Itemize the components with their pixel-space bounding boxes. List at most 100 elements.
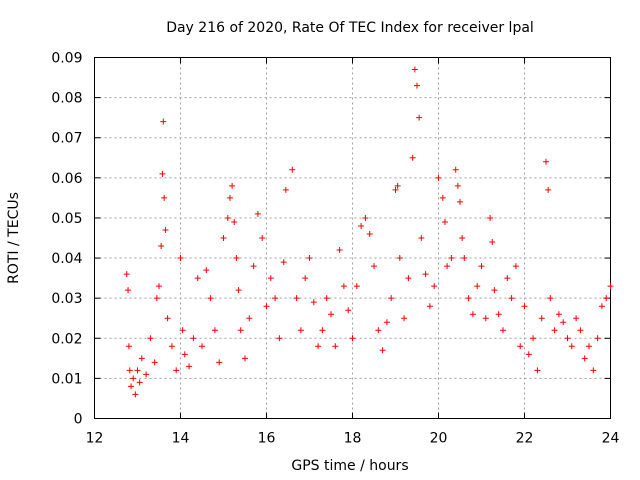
data-point: [156, 283, 162, 290]
data-point: [392, 186, 399, 193]
y-tick-label: 0.07: [51, 131, 82, 147]
data-point: [543, 158, 549, 165]
data-point: [254, 210, 261, 217]
data-point: [220, 235, 227, 241]
data-point: [586, 343, 592, 350]
y-tick-label: 0.06: [51, 171, 82, 187]
data-point: [159, 170, 166, 177]
y-tick-label: 0.09: [51, 51, 82, 67]
data-point: [418, 235, 425, 241]
data-point: [297, 327, 304, 334]
data-point: [126, 367, 133, 374]
data-point: [517, 343, 524, 350]
data-point: [207, 295, 214, 302]
data-point: [130, 375, 137, 382]
data-point: [439, 194, 446, 201]
data-point: [454, 182, 461, 189]
data-point: [371, 263, 377, 270]
data-point: [123, 271, 130, 278]
data-point: [525, 351, 532, 358]
data-point: [441, 218, 448, 225]
data-point: [323, 295, 330, 302]
data-point: [560, 319, 567, 326]
data-point: [293, 295, 300, 302]
data-point: [345, 307, 352, 314]
data-point: [340, 283, 347, 290]
data-point: [469, 311, 476, 318]
data-point: [143, 371, 150, 378]
data-point: [138, 355, 145, 362]
data-point: [168, 343, 175, 350]
data-point: [405, 275, 412, 282]
data-point: [276, 335, 283, 342]
data-point: [547, 295, 554, 302]
data-point: [306, 255, 313, 262]
data-point: [310, 299, 317, 306]
data-point: [521, 303, 528, 310]
data-point: [508, 295, 515, 302]
data-point: [246, 315, 253, 322]
data-point: [216, 359, 223, 366]
x-tick-labels: 12 14 16 18 20 22 24: [86, 431, 620, 447]
data-point: [229, 182, 236, 189]
data-point: [194, 275, 201, 282]
data-point: [366, 230, 373, 237]
data-point: [332, 343, 339, 350]
y-tick-label: 0.01: [51, 371, 82, 387]
data-point: [235, 287, 242, 294]
data-point: [237, 327, 244, 334]
data-point: [465, 295, 472, 302]
data-point: [353, 283, 360, 290]
data-point: [573, 315, 580, 322]
data-point: [512, 263, 519, 270]
data-point: [459, 235, 466, 241]
data-point: [153, 295, 160, 302]
data-point: [435, 174, 442, 181]
data-point: [448, 255, 455, 262]
data-point: [190, 335, 197, 342]
data-point: [280, 259, 287, 266]
data-point: [383, 319, 390, 326]
data-point: [538, 315, 545, 322]
data-point: [396, 255, 403, 262]
data-point: [478, 263, 485, 270]
data-point: [444, 263, 451, 270]
data-point: [128, 383, 135, 390]
chart-title: Day 216 of 2020, Rate Of TEC Index for r…: [166, 20, 534, 36]
data-point: [362, 214, 369, 221]
data-point: [302, 275, 309, 282]
data-point: [394, 182, 401, 189]
data-point: [125, 343, 132, 350]
data-point: [388, 295, 395, 302]
data-point: [282, 186, 289, 193]
data-point: [173, 367, 180, 374]
data-point: [607, 283, 614, 290]
data-point: [233, 255, 240, 262]
y-axis-label: ROTI / TECUs: [6, 192, 22, 284]
data-point: [495, 311, 502, 318]
data-point: [161, 194, 168, 201]
data-point: [162, 226, 169, 233]
data-point: [411, 66, 418, 73]
data-point: [315, 343, 322, 350]
data-point: [177, 255, 184, 262]
x-tick-label: 18: [344, 431, 362, 447]
data-point: [134, 367, 141, 374]
data-point: [272, 295, 279, 302]
data-point: [504, 275, 511, 282]
y-tick-label: 0.02: [51, 331, 82, 347]
data-point: [358, 222, 365, 229]
data-point: [590, 367, 597, 374]
data-point: [158, 243, 165, 250]
data-point: [379, 347, 386, 354]
data-point: [457, 198, 463, 205]
data-point: [336, 247, 343, 254]
data-point: [226, 194, 233, 201]
data-point: [151, 359, 158, 366]
x-tick-label: 24: [602, 431, 620, 447]
data-point: [487, 214, 494, 221]
data-point: [500, 327, 506, 334]
data-point: [474, 283, 481, 290]
x-tick-label: 14: [172, 431, 190, 447]
y-tick-label: 0.04: [51, 251, 82, 267]
